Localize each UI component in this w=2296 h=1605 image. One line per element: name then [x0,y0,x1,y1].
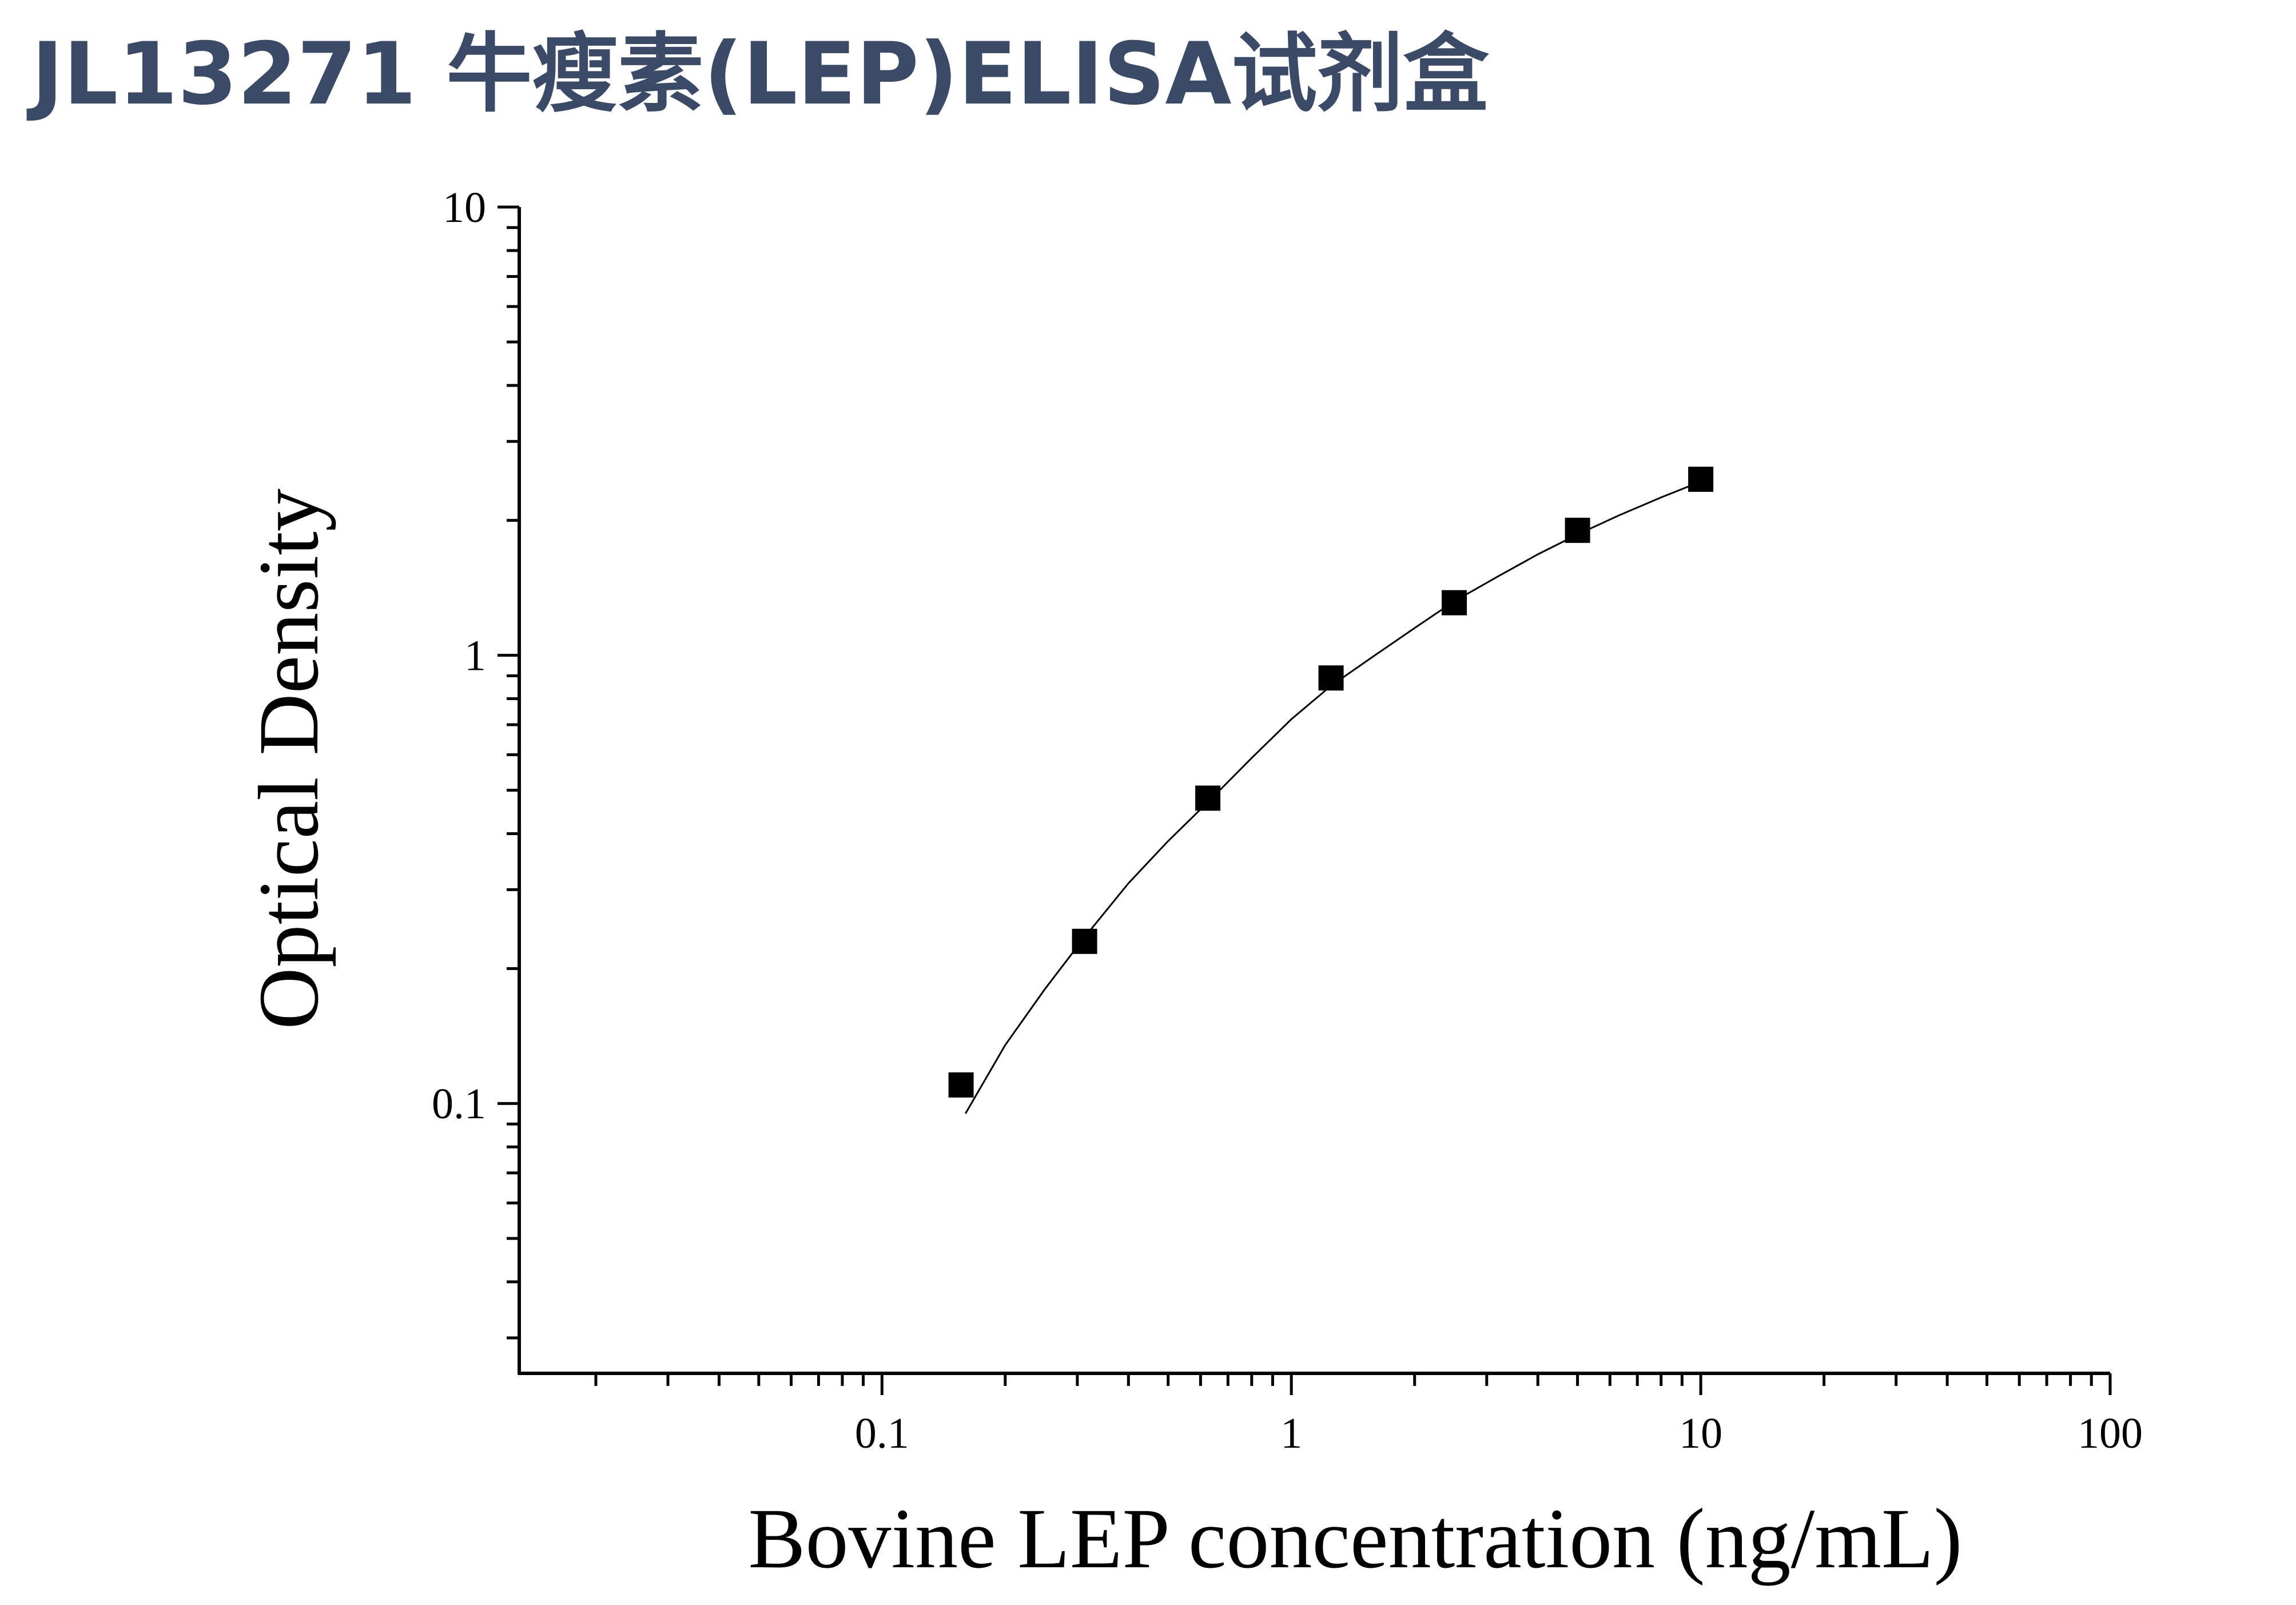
data-points-layer [948,466,1714,1098]
x-tick-label: 100 [2078,1409,2143,1457]
axes [498,205,2112,1395]
data-point [1072,928,1097,954]
data-point [1565,518,1590,543]
data-point [1442,590,1467,615]
data-point [948,1072,974,1098]
x-tick-labels: 0.1 1 10 100 [855,1409,2143,1457]
y-tick-label: 1 [464,632,486,680]
fit-curve-layer [965,480,1701,1114]
y-tick-label: 10 [443,184,486,232]
y-tick-label: 0.1 [432,1080,486,1128]
x-tick-label: 10 [1679,1409,1722,1457]
data-point [1318,665,1344,691]
y-tick-labels: 0.1 1 10 [432,184,486,1128]
fit-curve [965,480,1701,1114]
x-axis-title: Bovine LEP concentration (ng/mL) [748,1491,1962,1586]
data-point [1688,466,1714,492]
x-tick-label: 1 [1280,1409,1302,1457]
page-title: JL13271 牛瘦素(LEP)ELISA试剂盒 [31,25,1489,124]
data-point [1195,785,1221,811]
x-tick-label: 0.1 [855,1409,909,1457]
y-axis-title: Optical Density [241,488,336,1030]
